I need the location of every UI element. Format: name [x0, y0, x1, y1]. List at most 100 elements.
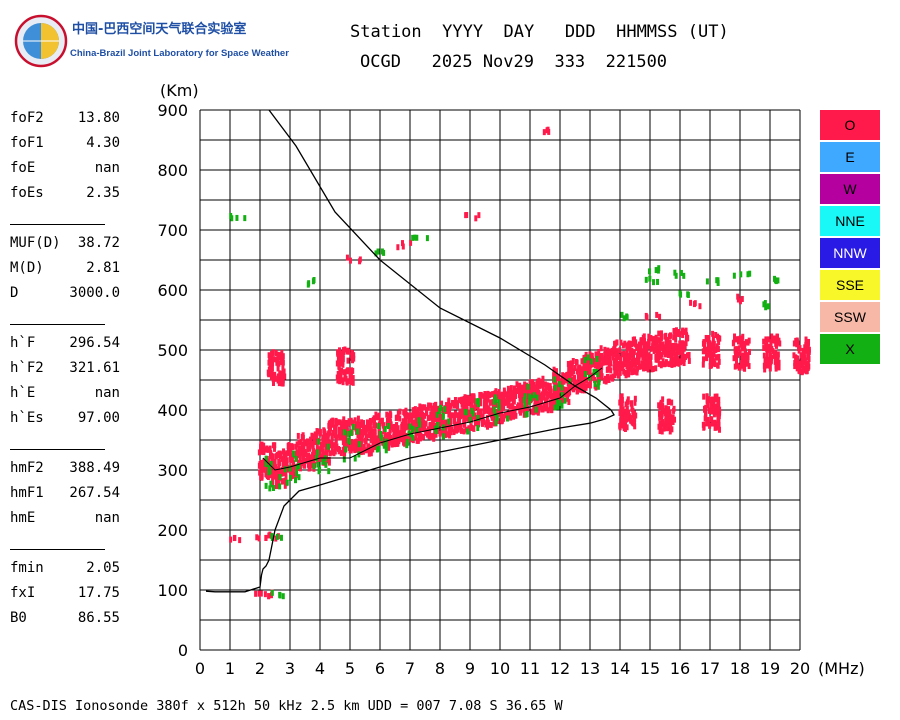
param-key: fxI [10, 585, 36, 601]
echo-point [563, 397, 567, 404]
echo-point [462, 428, 466, 435]
x-tick-label: 1 [225, 659, 235, 678]
echo-point [654, 365, 658, 372]
y-tick-label: 900 [157, 101, 188, 120]
echo-point [666, 416, 670, 423]
echo-point [449, 415, 453, 422]
echo-point [279, 451, 283, 458]
y-tick-label: 0 [178, 641, 188, 660]
echo-point [397, 438, 401, 445]
echo-point [440, 428, 444, 435]
echo-point [708, 407, 712, 414]
param-value: 38.72 [77, 235, 120, 251]
echo-point [587, 365, 591, 372]
echo-point [350, 349, 354, 356]
echo-point [777, 337, 781, 344]
echo-point [585, 366, 589, 373]
echo-point [742, 354, 746, 361]
echo-point [259, 590, 263, 597]
echo-point [364, 433, 368, 440]
echo-point [330, 420, 334, 427]
echo-point [656, 337, 660, 344]
echo-point [470, 394, 474, 401]
echo-point [746, 271, 750, 278]
param-row: D 3000.0 [10, 285, 130, 305]
echo-point [659, 333, 663, 340]
echo-point [328, 450, 332, 457]
echo-point [716, 411, 720, 418]
param-value: 321.61 [69, 360, 120, 376]
echo-point [795, 355, 799, 362]
echo-point [362, 420, 366, 427]
echo-point [446, 403, 450, 410]
echo-point [283, 482, 287, 489]
echo-point [537, 404, 541, 411]
echo-point [468, 416, 472, 423]
echo-point [434, 406, 438, 413]
echo-point [343, 442, 347, 449]
echo-point [663, 361, 667, 368]
echo-point [532, 392, 536, 399]
echo-point [716, 417, 720, 424]
echo-point [579, 378, 583, 385]
echo-point [302, 442, 306, 449]
echo-point [441, 433, 445, 440]
echo-point [551, 395, 555, 402]
echo-point [580, 380, 584, 387]
echo-point [477, 421, 481, 428]
echo-point [659, 362, 663, 369]
echo-point [801, 360, 805, 367]
echo-point [352, 439, 356, 446]
echo-point [322, 428, 326, 435]
echo-point [278, 352, 282, 359]
echo-point [613, 361, 617, 368]
echo-point [717, 353, 721, 360]
echo-point [709, 405, 713, 412]
echo-point [279, 358, 283, 365]
legend-item-e: E [820, 142, 880, 172]
echo-point [555, 398, 559, 405]
echo-point [701, 421, 705, 428]
echo-point [627, 361, 631, 368]
echo-point [662, 425, 666, 432]
echo-point [548, 383, 552, 390]
echo-point [457, 397, 461, 404]
echo-point [357, 422, 361, 429]
echo-point [479, 400, 483, 407]
echo-point [711, 420, 715, 427]
echo-point [570, 376, 574, 383]
echo-point [532, 384, 536, 391]
echo-point [667, 333, 671, 340]
echo-point [402, 428, 406, 435]
echo-point [798, 368, 802, 375]
lab-name-en: China-Brazil Joint Laboratory for Space … [70, 48, 289, 59]
echo-point [536, 398, 540, 405]
echo-point [701, 361, 705, 368]
echo-point [547, 392, 551, 399]
echo-point [472, 425, 476, 432]
echo-point [373, 433, 377, 440]
echo-point [262, 458, 266, 465]
echo-point [273, 445, 277, 452]
echo-point [733, 336, 737, 343]
echo-point [512, 398, 516, 405]
echo-point [294, 451, 298, 458]
echo-point [337, 372, 341, 379]
echo-point [404, 418, 408, 425]
echo-point [415, 412, 419, 419]
echo-point [341, 430, 345, 437]
echo-point [625, 424, 629, 431]
echo-point [450, 426, 454, 433]
echo-point [568, 385, 572, 392]
echo-point [586, 369, 590, 376]
echo-point [625, 349, 629, 356]
echo-point [280, 372, 284, 379]
echo-point [347, 419, 351, 426]
echo-point [684, 327, 688, 334]
echo-point [314, 449, 318, 456]
echo-point [674, 336, 678, 343]
echo-point [381, 436, 385, 443]
echo-point [670, 426, 674, 433]
echo-point [267, 465, 271, 472]
param-value: 13.80 [77, 110, 120, 126]
